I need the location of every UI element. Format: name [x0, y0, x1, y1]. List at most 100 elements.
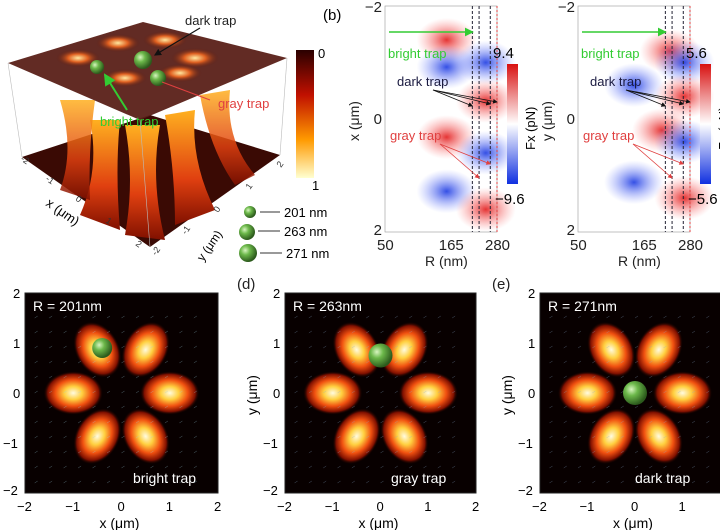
- intensity-lobe: [332, 321, 381, 378]
- force-vector: [92, 420, 96, 424]
- force-vector: [563, 450, 567, 454]
- force-vector: [48, 435, 53, 439]
- force-vector: [63, 480, 67, 484]
- force-vector: [193, 480, 198, 484]
- force-vector: [135, 390, 140, 394]
- legend-263nm: 263 nm: [284, 224, 327, 239]
- force-vector: [150, 480, 154, 484]
- force-vector: [592, 345, 596, 349]
- force-vector: [366, 450, 370, 454]
- legend-sphere-medium-icon: [239, 224, 255, 240]
- y-axis-label: y (μm): [499, 375, 515, 415]
- force-vector: [706, 405, 710, 409]
- force-vector: [193, 450, 198, 454]
- force-vector: [691, 450, 696, 454]
- force-vector: [179, 360, 183, 364]
- x-tick: 1: [104, 215, 114, 226]
- positive-force-region: [654, 74, 715, 119]
- force-vector: [549, 390, 553, 394]
- force-vector: [649, 390, 653, 394]
- force-vector: [193, 360, 198, 364]
- panel-a-3d-plot: dark trap gray trap bright trap x (μm) y…: [7, 13, 329, 264]
- intensity-lobe: [302, 371, 363, 415]
- force-vector: [63, 420, 67, 424]
- force-vector: [677, 465, 681, 469]
- force-vector: [451, 405, 456, 409]
- force-vector: [451, 360, 456, 364]
- force-vector: [423, 450, 427, 454]
- x-tick: −2: [17, 499, 32, 514]
- x-tick: 50: [377, 237, 394, 254]
- force-vector: [394, 480, 398, 484]
- force-vector: [663, 435, 667, 439]
- force-colorbar: [507, 64, 518, 184]
- force-vector: [451, 465, 456, 469]
- force-vector: [380, 450, 384, 454]
- force-vector: [577, 405, 582, 409]
- intensity-lobe: [380, 321, 429, 378]
- force-vector: [106, 420, 111, 424]
- panel-b-force-maps: bright trap dark trap gray trap −2 0 2 x (μm) 5…: [346, 0, 720, 269]
- force-vector: [150, 420, 154, 424]
- force-vector: [634, 315, 639, 319]
- force-vector: [323, 315, 327, 319]
- force-vector: [577, 315, 582, 319]
- force-vector: [663, 360, 667, 364]
- force-vector: [63, 345, 67, 349]
- force-vector: [308, 450, 313, 454]
- force-vector: [92, 450, 96, 454]
- force-vector: [437, 420, 441, 424]
- force-vector: [706, 480, 710, 484]
- force-vector: [606, 330, 610, 334]
- force-vector: [409, 315, 413, 319]
- x-axis-label: R (nm): [618, 253, 661, 269]
- force-vector: [323, 450, 327, 454]
- force-vector: [366, 315, 370, 319]
- y-tick: 1: [528, 336, 535, 351]
- force-vector: [63, 375, 67, 379]
- x-tick: 280: [678, 237, 703, 254]
- intensity-lobe: [380, 408, 429, 465]
- force-vector: [150, 465, 154, 469]
- force-vector: [606, 390, 610, 394]
- force-vector: [121, 450, 125, 454]
- intensity-lobe: [139, 371, 200, 415]
- force-vector: [394, 315, 398, 319]
- force-vector: [351, 465, 355, 469]
- force-vector: [179, 375, 183, 379]
- force-vector: [308, 465, 313, 469]
- force-vector: [179, 390, 183, 394]
- y-tick: -2: [149, 245, 162, 257]
- force-vector: [380, 375, 384, 379]
- y-tick: −1: [518, 436, 533, 451]
- force-vector: [592, 465, 596, 469]
- force-vector: [549, 405, 553, 409]
- force-vector: [677, 420, 681, 424]
- force-vector: [92, 390, 96, 394]
- force-vector: [34, 405, 38, 409]
- force-vector: [48, 360, 53, 364]
- force-vector: [135, 420, 140, 424]
- force-vector: [135, 480, 140, 484]
- force-vector: [150, 345, 154, 349]
- force-vector: [106, 405, 111, 409]
- force-vector: [351, 360, 355, 364]
- force-vector: [77, 465, 82, 469]
- force-vector: [366, 465, 370, 469]
- force-vector: [649, 330, 653, 334]
- force-vector: [606, 435, 610, 439]
- force-vector: [706, 465, 710, 469]
- force-vector: [563, 390, 567, 394]
- y-axis-label: x (μm): [346, 101, 362, 141]
- force-vector: [351, 390, 355, 394]
- force-vector: [193, 315, 198, 319]
- force-vector: [135, 465, 140, 469]
- x-tick: 0: [74, 193, 84, 204]
- force-vector: [366, 360, 370, 364]
- trap-type-label: gray trap: [391, 470, 446, 486]
- force-vector: [649, 435, 653, 439]
- y-tick: −2: [558, 0, 575, 16]
- force-vector: [179, 435, 183, 439]
- force-vector: [691, 375, 696, 379]
